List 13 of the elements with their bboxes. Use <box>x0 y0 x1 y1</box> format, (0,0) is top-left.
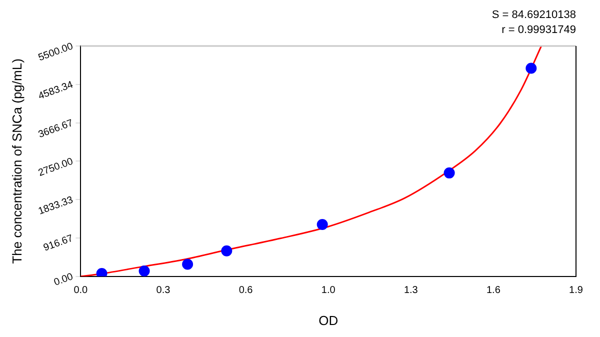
x-tick-label: 1.6 <box>486 285 501 296</box>
y-axis-title: The concentration of SNCa (pg/mL) <box>9 58 24 264</box>
text: r = 0.99931749 <box>502 24 576 36</box>
x-tick-label: 1.3 <box>404 285 418 296</box>
y-tick-label: 0.00 <box>52 271 76 288</box>
x-axis-title: OD <box>318 312 338 328</box>
text: S = 84.69210138 <box>492 9 576 21</box>
x-tick-label: 0.0 <box>74 285 88 296</box>
x-tick-label: 1.0 <box>321 285 336 296</box>
x-tick-label: 0.6 <box>238 285 254 296</box>
y-tick-label: 916.67 <box>42 232 76 254</box>
x-tick-label: 1.9 <box>569 285 584 296</box>
x-tick-label: 0.3 <box>156 285 171 296</box>
